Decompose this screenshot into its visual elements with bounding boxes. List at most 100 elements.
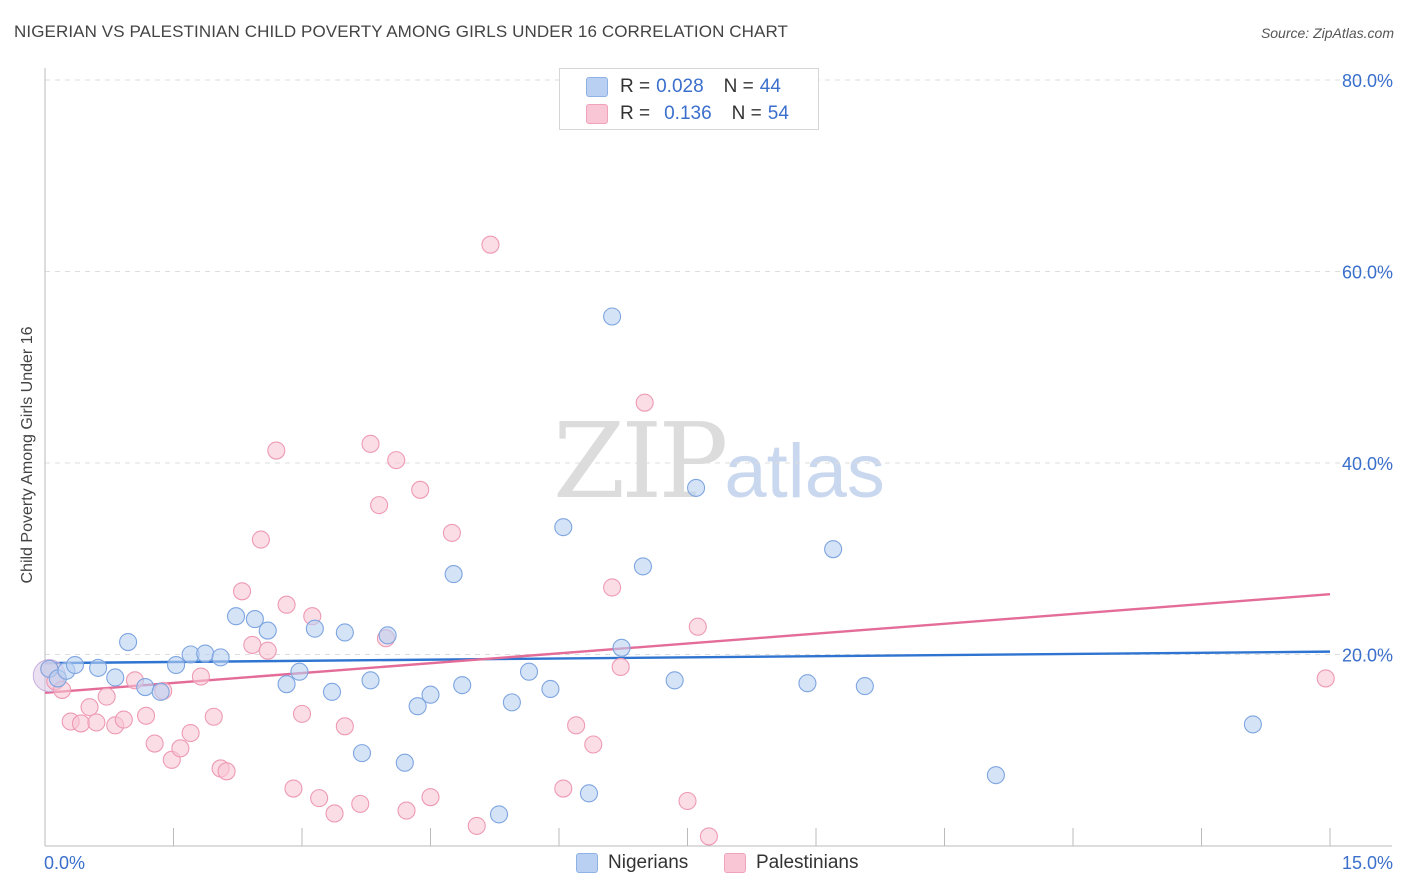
- legend-item-palestinians[interactable]: Palestinians: [724, 852, 858, 874]
- palestinian-point: [584, 735, 603, 754]
- palestinians-swatch: [724, 853, 746, 873]
- palestinian-point: [387, 451, 406, 470]
- palestinian-point: [277, 595, 296, 614]
- nigerians-swatch: [586, 77, 608, 97]
- palestinian-point: [267, 441, 286, 460]
- nigerian-point: [395, 753, 414, 772]
- nigerian-point: [612, 638, 631, 657]
- grid-layer: [45, 79, 1392, 655]
- series-legend: Nigerians Palestinians: [0, 852, 1406, 878]
- n-value: 44: [759, 76, 781, 97]
- nigerian-point: [258, 621, 277, 640]
- nigerian-point: [444, 565, 463, 584]
- palestinian-point: [258, 641, 277, 660]
- correlation-legend: R = 0.028 N = 44 R = 0.136 N = 54: [559, 68, 819, 130]
- x-tick-label-max: 15.0%: [1342, 853, 1393, 873]
- palestinian-point: [137, 706, 156, 725]
- nigerian-point: [245, 610, 264, 629]
- nigerian-point: [65, 655, 85, 675]
- nigerian-point: [361, 671, 380, 690]
- palestinian-point: [397, 801, 416, 820]
- palestinian-point: [611, 657, 630, 676]
- palestinians-swatch: [586, 104, 608, 124]
- palestinian-point: [87, 713, 106, 732]
- palestinian-point: [232, 582, 252, 601]
- palestinian-point: [421, 788, 440, 807]
- nigerian-point: [541, 679, 560, 699]
- nigerian-point: [106, 668, 125, 687]
- nigerian-point: [136, 678, 155, 697]
- trend-layer: [44, 592, 1331, 694]
- tick-labels-layer: 20.0% 40.0% 60.0% 80.0% 0.0% 15.0%: [44, 71, 1393, 873]
- nigerian-point: [579, 784, 599, 803]
- nigerian-point: [352, 744, 372, 763]
- nigerian-point: [986, 766, 1005, 785]
- nigerian-point: [489, 805, 509, 824]
- nigerian-point: [277, 675, 296, 694]
- palestinians-trend-line: [44, 592, 1331, 694]
- nigerian-point: [1243, 715, 1262, 734]
- palestinian-point: [284, 779, 303, 798]
- nigerian-point: [554, 518, 573, 537]
- n-label: N =: [731, 103, 762, 124]
- r-label: R =: [620, 103, 651, 124]
- y-tick-label: 60.0%: [1342, 263, 1393, 283]
- points-layer: [32, 235, 1335, 846]
- palestinian-point: [292, 704, 312, 723]
- nigerian-point: [798, 674, 817, 693]
- nigerian-point: [453, 676, 472, 695]
- palestinian-point: [554, 779, 573, 798]
- nigerian-point: [89, 658, 108, 677]
- nigerian-point: [322, 682, 342, 701]
- nigerian-point: [151, 682, 170, 701]
- legend-label: Nigerians: [608, 852, 689, 873]
- nigerian-point: [119, 633, 138, 652]
- n-label: N =: [723, 76, 754, 97]
- palestinian-point: [204, 707, 223, 726]
- n-value: 54: [767, 103, 789, 124]
- chart-title: NIGERIAN VS PALESTINIAN CHILD POVERTY AM…: [14, 22, 789, 41]
- nigerian-point: [603, 307, 622, 326]
- watermark: ZIPatlas: [553, 400, 885, 522]
- nigerian-point: [824, 540, 843, 559]
- nigerian-point: [335, 623, 354, 642]
- palestinian-point: [191, 667, 210, 686]
- palestinian-point: [635, 393, 654, 412]
- palestinian-point: [171, 739, 190, 758]
- palestinian-point: [361, 434, 380, 453]
- palestinian-point: [699, 827, 718, 846]
- palestinian-point: [370, 496, 389, 515]
- nigerian-point: [502, 693, 521, 712]
- source-label: Source: ZipAtlas.com: [1260, 25, 1394, 41]
- palestinian-point: [97, 687, 116, 706]
- palestinian-point: [114, 710, 133, 729]
- palestinian-point: [351, 794, 370, 813]
- nigerian-point: [196, 644, 215, 663]
- legend-item-nigerians[interactable]: Nigerians: [576, 852, 688, 874]
- palestinian-point: [310, 789, 329, 808]
- palestinian-point: [243, 635, 262, 654]
- y-tick-label: 20.0%: [1342, 646, 1393, 666]
- palestinian-point: [325, 804, 344, 823]
- legend-row-palestinians: R = 0.136 N = 54: [586, 102, 789, 126]
- nigerian-point: [421, 685, 440, 704]
- palestinian-point: [335, 717, 354, 736]
- palestinian-point: [80, 698, 99, 717]
- nigerian-point: [167, 655, 186, 675]
- nigerians-trend-line: [44, 650, 1331, 665]
- palestinian-point: [181, 723, 200, 743]
- r-value: 0.028: [656, 76, 704, 97]
- nigerian-point: [855, 677, 874, 696]
- legend-row-nigerians: R = 0.028 N = 44: [586, 75, 781, 99]
- palestinian-point: [217, 762, 236, 781]
- palestinian-point: [467, 816, 486, 835]
- palestinian-point: [678, 791, 697, 811]
- nigerian-point: [408, 697, 427, 716]
- nigerians-swatch: [576, 853, 598, 873]
- palestinian-point: [411, 480, 430, 499]
- nigerian-point: [378, 626, 397, 645]
- nigerian-point: [633, 557, 653, 576]
- palestinian-point: [251, 530, 270, 549]
- nigerian-point: [290, 662, 309, 681]
